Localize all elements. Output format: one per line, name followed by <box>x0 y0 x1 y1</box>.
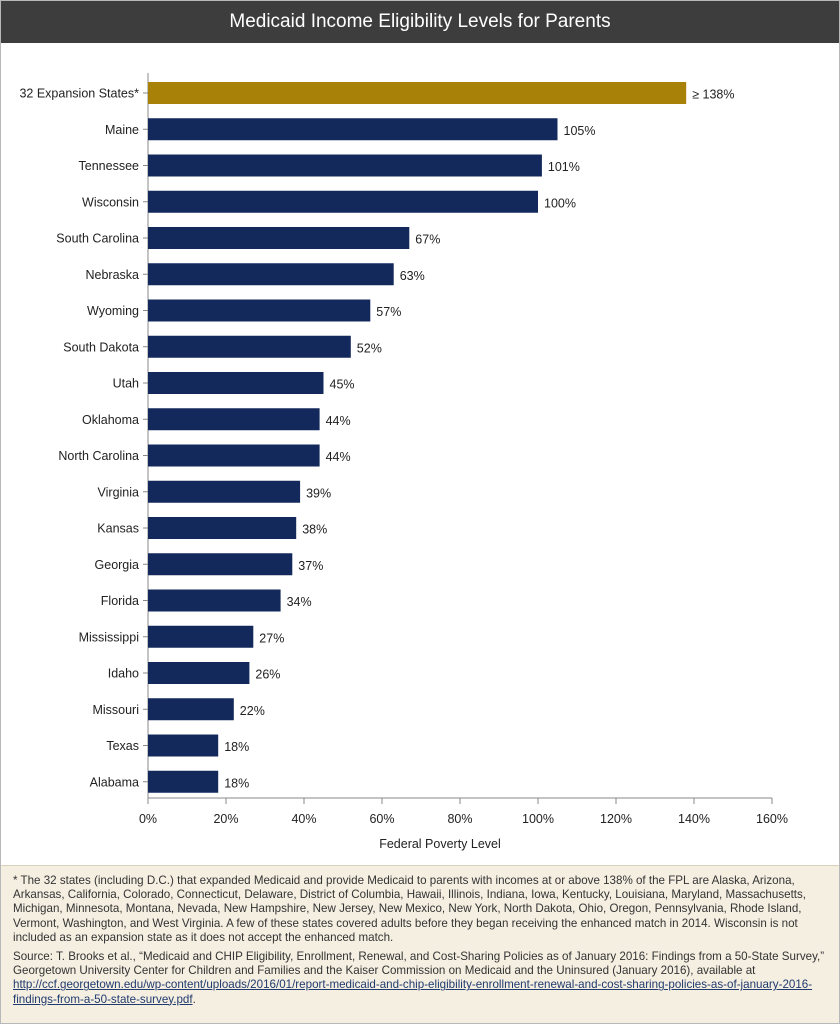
bar <box>148 82 687 104</box>
bar <box>148 118 558 141</box>
category-label: South Dakota <box>63 340 139 354</box>
category-label: Utah <box>113 377 139 391</box>
data-label: 26% <box>255 668 280 682</box>
category-label: Texas <box>106 739 139 753</box>
x-tick-label: 40% <box>291 812 316 826</box>
data-label: 38% <box>302 523 327 537</box>
bar <box>148 517 297 539</box>
data-label: 18% <box>224 740 249 754</box>
bar <box>148 444 320 467</box>
category-label: Oklahoma <box>82 413 139 427</box>
category-label: North Carolina <box>58 449 139 463</box>
chart-area: 32 Expansion States* ≥ 138% Maine 105% Tenne… <box>1 43 839 865</box>
data-label: ≥ 138% <box>692 88 734 102</box>
data-label: 18% <box>224 776 249 790</box>
category-label: Maine <box>105 123 139 137</box>
bar <box>148 662 250 684</box>
bar <box>148 154 542 177</box>
data-label: 101% <box>548 160 580 174</box>
data-label: 105% <box>564 124 596 138</box>
data-label: 52% <box>357 341 382 355</box>
data-label: 44% <box>326 450 351 464</box>
bar-chart: 32 Expansion States* ≥ 138% Maine 105% Tenne… <box>19 73 788 851</box>
x-tick-label: 100% <box>522 812 554 826</box>
bar <box>148 625 254 648</box>
data-label: 44% <box>326 414 351 428</box>
data-label: 37% <box>298 559 323 573</box>
data-label: 45% <box>330 378 355 392</box>
x-tick-label: 120% <box>600 812 632 826</box>
bar <box>148 408 320 431</box>
chart-title-bar: Medicaid Income Eligibility Levels for P… <box>1 1 839 43</box>
chart-title: Medicaid Income Eligibility Levels for P… <box>229 11 611 32</box>
data-label: 27% <box>259 631 284 645</box>
x-tick-label: 0% <box>139 812 157 826</box>
category-label: Idaho <box>108 667 139 681</box>
bar <box>148 227 410 249</box>
category-label: Mississippi <box>79 630 139 644</box>
source-note: Source: T. Brooks et al., “Medicaid and … <box>13 950 827 1007</box>
x-tick-label: 60% <box>369 812 394 826</box>
notes-panel: * The 32 states (including D.C.) that ex… <box>1 865 839 1023</box>
x-tick-label: 140% <box>678 812 710 826</box>
data-label: 67% <box>415 233 440 247</box>
bar <box>148 263 394 286</box>
source-text: Source: T. Brooks et al., “Medicaid and … <box>13 950 825 978</box>
category-label: Alabama <box>90 775 139 789</box>
x-axis-title: Federal Poverty Level <box>379 837 501 851</box>
bar <box>148 299 371 322</box>
source-end: . <box>192 992 196 1006</box>
category-label: Virginia <box>98 485 140 499</box>
data-label: 63% <box>400 269 425 283</box>
bar <box>148 553 293 576</box>
category-label: Missouri <box>92 703 139 717</box>
source-link[interactable]: http://ccf.georgetown.edu/wp-content/upl… <box>13 978 813 1006</box>
category-label: Tennessee <box>79 159 140 173</box>
category-label: Georgia <box>95 558 140 572</box>
category-label: 32 Expansion States* <box>19 87 139 101</box>
data-label: 57% <box>376 305 401 319</box>
x-tick-label: 80% <box>447 812 472 826</box>
data-label: 22% <box>240 704 265 718</box>
category-label: Wyoming <box>87 304 139 318</box>
bar <box>148 190 538 213</box>
footnote: * The 32 states (including D.C.) that ex… <box>13 874 807 944</box>
category-label: South Carolina <box>56 232 139 246</box>
x-tick-label: 160% <box>756 812 788 826</box>
bar <box>148 770 219 793</box>
category-label: Kansas <box>97 522 139 536</box>
data-label: 34% <box>287 595 312 609</box>
bar <box>148 589 281 612</box>
category-label: Florida <box>101 594 139 608</box>
data-label: 100% <box>544 196 576 210</box>
bar <box>148 335 351 358</box>
category-label: Nebraska <box>86 268 140 282</box>
category-label: Wisconsin <box>82 195 139 209</box>
bar <box>148 734 219 757</box>
bar <box>148 698 234 721</box>
bar <box>148 480 301 503</box>
data-label: 39% <box>306 486 331 500</box>
bar <box>148 372 324 394</box>
x-tick-label: 20% <box>213 812 238 826</box>
